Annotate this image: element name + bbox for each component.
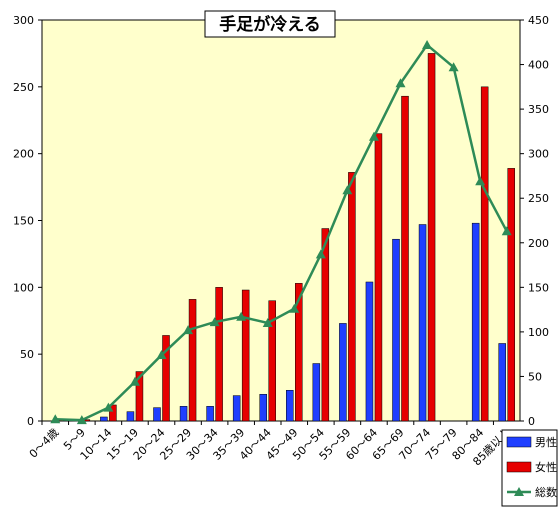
bar-female	[374, 133, 383, 422]
bar-male	[232, 395, 241, 422]
bar-male	[498, 343, 506, 422]
bar-male	[153, 407, 161, 422]
bar-female	[480, 86, 489, 422]
right-axis-tick-label: 350	[528, 103, 549, 116]
marker-total	[342, 185, 353, 195]
left-axis-tick-label: 0	[27, 415, 34, 428]
bar-female	[348, 172, 356, 422]
legend-label: 女性	[535, 460, 557, 474]
marker-total	[289, 303, 300, 313]
bar-female	[215, 287, 223, 422]
left-axis-tick-label: 150	[13, 215, 34, 228]
marker-total	[315, 249, 326, 259]
marker-total	[50, 414, 61, 424]
right-axis-tick-label: 200	[528, 237, 549, 250]
marker-total	[129, 376, 140, 386]
bar-female	[321, 228, 330, 422]
marker-total	[236, 311, 247, 321]
left-axis-tick-label: 100	[13, 281, 34, 294]
marker-total	[183, 325, 194, 335]
left-axis-tick-label: 250	[13, 81, 34, 94]
right-axis-tick-label: 400	[528, 59, 549, 72]
legend-swatch	[506, 461, 532, 473]
chart-title: 手足が冷える	[219, 14, 321, 35]
chart-title-box	[204, 10, 336, 38]
bar-female	[268, 300, 276, 422]
bar-female	[188, 299, 197, 422]
left-axis-tick-label: 50	[20, 348, 34, 361]
x-axis-tick-label: 0～4歳	[27, 426, 62, 461]
bar-male	[392, 238, 400, 422]
right-axis-tick-label: 150	[528, 281, 549, 294]
right-axis-tick-label: 50	[528, 370, 542, 383]
legend-label: 男性	[535, 435, 557, 449]
bar-female	[135, 371, 144, 422]
right-axis-tick-label: 0	[528, 415, 535, 428]
bar-male	[365, 281, 374, 422]
plot-area	[41, 19, 521, 422]
right-axis-tick-label: 450	[528, 14, 549, 27]
bar-male	[206, 406, 214, 422]
marker-total	[262, 317, 273, 327]
bar-male	[126, 411, 135, 422]
marker-total	[368, 131, 379, 141]
bar-male	[418, 224, 427, 422]
bar-female	[427, 53, 436, 422]
marker-total	[395, 78, 406, 88]
legend-marker	[514, 487, 524, 496]
bar-male	[471, 222, 480, 422]
bar-female	[401, 95, 409, 422]
left-axis-tick-label: 200	[13, 148, 34, 161]
legend-swatch	[506, 436, 532, 448]
bar-male	[259, 394, 267, 422]
bar-female	[507, 168, 515, 422]
marker-total	[475, 176, 486, 186]
bar-male	[179, 406, 188, 422]
marker-total	[209, 317, 220, 327]
marker-total	[422, 39, 433, 49]
bar-male	[312, 363, 321, 422]
bar-female	[295, 283, 303, 422]
right-axis-tick-label: 250	[528, 192, 549, 205]
right-axis-tick-label: 300	[528, 148, 549, 161]
left-axis-tick-label: 300	[13, 14, 34, 27]
marker-total	[103, 402, 114, 412]
right-axis-tick-label: 100	[528, 326, 549, 339]
marker-total	[448, 62, 459, 72]
bar-male	[339, 323, 347, 422]
bar-female	[241, 289, 250, 422]
marker-total	[156, 350, 167, 360]
marker-total	[76, 415, 87, 425]
legend-label: 総数	[535, 485, 557, 499]
bar-male	[100, 416, 108, 422]
bar-male	[286, 390, 294, 422]
bar-female	[162, 335, 170, 422]
marker-total	[501, 226, 512, 236]
